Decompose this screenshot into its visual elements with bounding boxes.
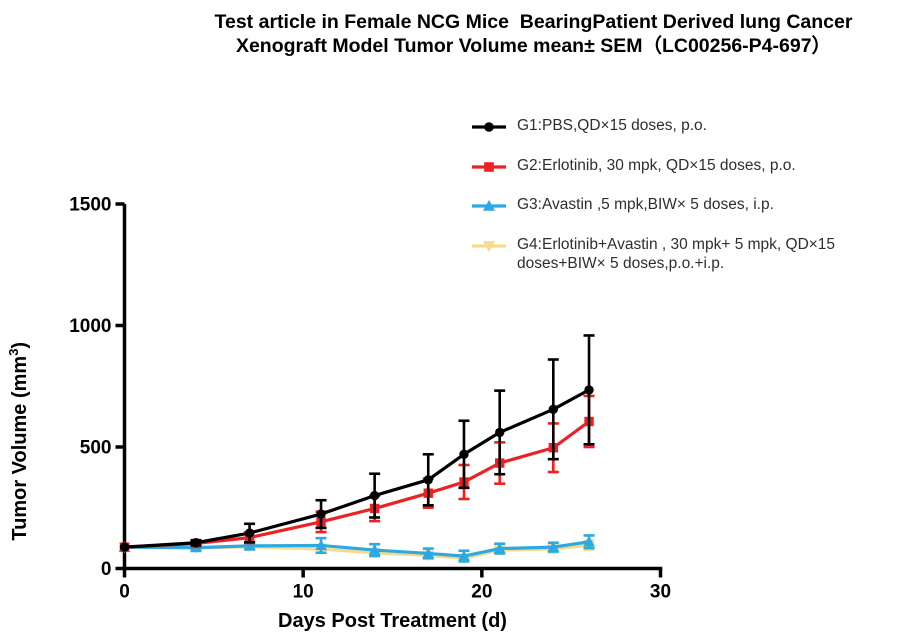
series-G1-line <box>122 388 591 549</box>
x-tick-label-20: 20 <box>471 582 492 603</box>
series-G1-marker-day-7 <box>244 528 255 538</box>
legend-item-G3: G3:Avastin ,5 mpk,BIW× 5 doses, i.p. <box>470 195 915 215</box>
series-G3-marker-day-19 <box>458 550 470 561</box>
square-marker-icon <box>472 161 506 172</box>
series-G1 <box>119 334 595 552</box>
chart-title-line-2: Xenograft Model Tumor Volume mean± SEM（L… <box>235 35 832 57</box>
y-tick-label-0: 0 <box>101 559 112 580</box>
x-tick-label-10: 10 <box>293 582 314 603</box>
legend-marker-glyph <box>484 161 494 172</box>
x-tick-label-30: 30 <box>650 582 671 603</box>
series-G1-marker-day-14 <box>369 490 380 501</box>
series-G3-marker-day-21 <box>493 542 506 554</box>
series-G2-line <box>122 419 591 549</box>
legend-item-G1: G1:PBS,QD×15 doses, p.o. <box>470 116 915 136</box>
legend-item-G4: G4:Erlotinib+Avastin , 30 mpk+ 5 mpk, QD… <box>470 235 915 274</box>
legend-item-G2: G2:Erlotinib, 30 mpk, QD×15 doses, p.o. <box>470 156 915 176</box>
series-G3-marker-day-26 <box>583 535 595 547</box>
series-G1-marker-day-26 <box>584 385 594 395</box>
chart-title: Test article in Female NCG Mice BearingP… <box>0 10 919 58</box>
series-G1-marker-day-17 <box>423 475 433 485</box>
legend-marker-glyph <box>483 200 495 211</box>
series-G1-marker-day-4 <box>191 538 201 548</box>
circle-marker-icon <box>472 122 506 132</box>
legend-marker-glyph <box>484 122 494 132</box>
series-G3-marker-day-14 <box>368 544 381 555</box>
legend-label-G2: G2:Erlotinib, 30 mpk, QD×15 doses, p.o. <box>517 156 796 174</box>
series-G1-marker-day-0 <box>119 542 130 552</box>
triangle-down-marker-icon <box>472 240 506 252</box>
y-tick-label-500: 500 <box>80 438 112 459</box>
series-G3-marker-day-7 <box>243 540 256 551</box>
y-tick-label-1500: 1500 <box>69 195 111 216</box>
x-axis-title: Days Post Treatment (d) <box>278 610 507 632</box>
series-G1-marker-day-21 <box>495 427 505 438</box>
series-G1-marker-day-11 <box>316 509 326 519</box>
chart-legend: G1:PBS,QD×15 doses, p.o. G2:Erlotinib, 30… <box>470 116 915 294</box>
series-G3 <box>118 534 595 563</box>
series-G3-marker-day-17 <box>422 547 435 559</box>
y-axis-title: Tumor Volume (mm3) <box>6 342 31 541</box>
legend-label-G3: G3:Avastin ,5 mpk,BIW× 5 doses, i.p. <box>517 196 774 213</box>
series-G1-marker-day-19 <box>459 449 469 459</box>
chart-title-line-1: Test article in Female NCG Mice BearingP… <box>214 11 853 33</box>
series-G3-marker-day-11 <box>315 539 327 551</box>
legend-label-G1: G1:PBS,QD×15 doses, p.o. <box>517 117 707 134</box>
series-G1-marker-day-24 <box>548 404 558 415</box>
series-G3-marker-day-24 <box>547 541 560 552</box>
triangle-up-marker-icon <box>472 200 506 211</box>
series-G3-line <box>122 540 591 558</box>
legend-label-G4: G4:Erlotinib+Avastin , 30 mpk+ 5 mpk, QD… <box>517 235 836 273</box>
y-tick-label-1000: 1000 <box>69 316 111 337</box>
series-G2 <box>119 394 595 552</box>
x-tick-label-0: 0 <box>119 582 130 603</box>
legend-marker-glyph <box>483 240 495 252</box>
